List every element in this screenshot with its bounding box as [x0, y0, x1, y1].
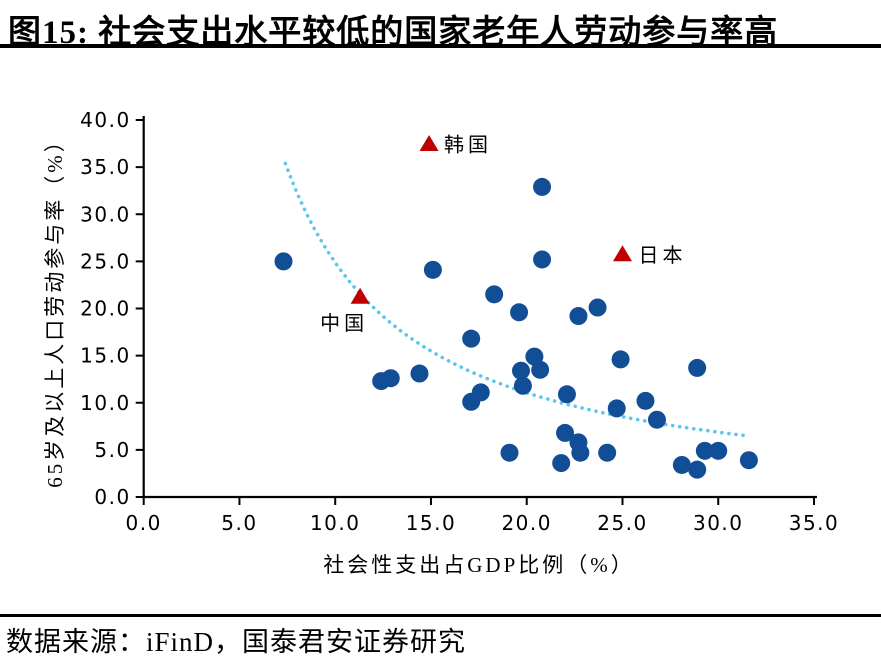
highlight-triangle-marker — [612, 245, 632, 262]
data-point — [274, 252, 293, 271]
data-point — [688, 460, 707, 479]
data-point — [510, 303, 529, 322]
data-point — [607, 399, 626, 418]
data-point — [533, 250, 552, 269]
y-axis-title: 65岁及以上人口劳动参与率（%） — [43, 128, 67, 488]
axis-tick-labels: 0.0 5.0 10.0 15.0 20.0 25.0 30.0 35.0 0.0 5.0 10.0… — [80, 108, 840, 535]
highlight-triangle-marker — [419, 135, 439, 152]
y-tick-label: 10.0 — [80, 391, 131, 415]
axis-ticks — [135, 119, 815, 505]
axes — [142, 116, 817, 499]
data-point — [636, 391, 655, 410]
data-point — [500, 443, 519, 462]
y-tick-label: 25.0 — [80, 249, 131, 273]
y-tick-label: 40.0 — [80, 108, 131, 132]
x-tick-label: 10.0 — [310, 511, 361, 535]
data-point — [598, 443, 617, 462]
country-label: 韩国 — [444, 134, 492, 157]
highlight-triangle-marker — [350, 287, 370, 304]
country-label: 日本 — [638, 244, 686, 267]
data-point — [531, 360, 550, 379]
y-tick-label: 35.0 — [80, 155, 131, 179]
data-point — [513, 376, 532, 395]
x-tick-label: 25.0 — [597, 511, 648, 535]
data-point — [462, 329, 481, 348]
data-point — [485, 285, 504, 304]
y-tick-label: 0.0 — [94, 485, 130, 509]
x-axis-title: 社会性支出占GDP比例（%） — [323, 553, 635, 577]
x-tick-label: 20.0 — [501, 511, 552, 535]
data-point — [695, 441, 714, 460]
data-point — [647, 410, 666, 429]
data-source-note: 数据来源：iFinD，国泰君安证券研究 — [6, 627, 467, 657]
x-tick-label: 15.0 — [406, 511, 457, 535]
data-point — [571, 443, 590, 462]
data-point — [552, 454, 571, 473]
footer-divider — [0, 614, 881, 617]
title-underline — [0, 44, 881, 48]
data-point — [410, 364, 429, 383]
data-point — [556, 423, 575, 442]
data-point — [739, 451, 758, 470]
x-tick-label: 35.0 — [789, 511, 840, 535]
data-point — [423, 260, 442, 279]
scatter-points — [274, 177, 758, 479]
data-point — [672, 455, 691, 474]
x-tick-label: 0.0 — [126, 511, 162, 535]
y-tick-label: 5.0 — [94, 438, 130, 462]
data-point — [611, 350, 630, 369]
data-point — [533, 177, 552, 196]
data-point — [557, 385, 576, 404]
data-point — [588, 298, 607, 317]
data-point — [381, 369, 400, 388]
data-point — [709, 441, 728, 460]
country-label: 中国 — [320, 312, 368, 335]
y-tick-label: 20.0 — [80, 297, 131, 321]
x-tick-label: 30.0 — [693, 511, 744, 535]
data-point — [569, 307, 588, 326]
y-tick-label: 15.0 — [80, 344, 131, 368]
x-tick-label: 5.0 — [221, 511, 257, 535]
data-point — [688, 358, 707, 377]
data-point — [462, 392, 481, 411]
data-point — [511, 361, 530, 380]
y-tick-label: 30.0 — [80, 202, 131, 226]
